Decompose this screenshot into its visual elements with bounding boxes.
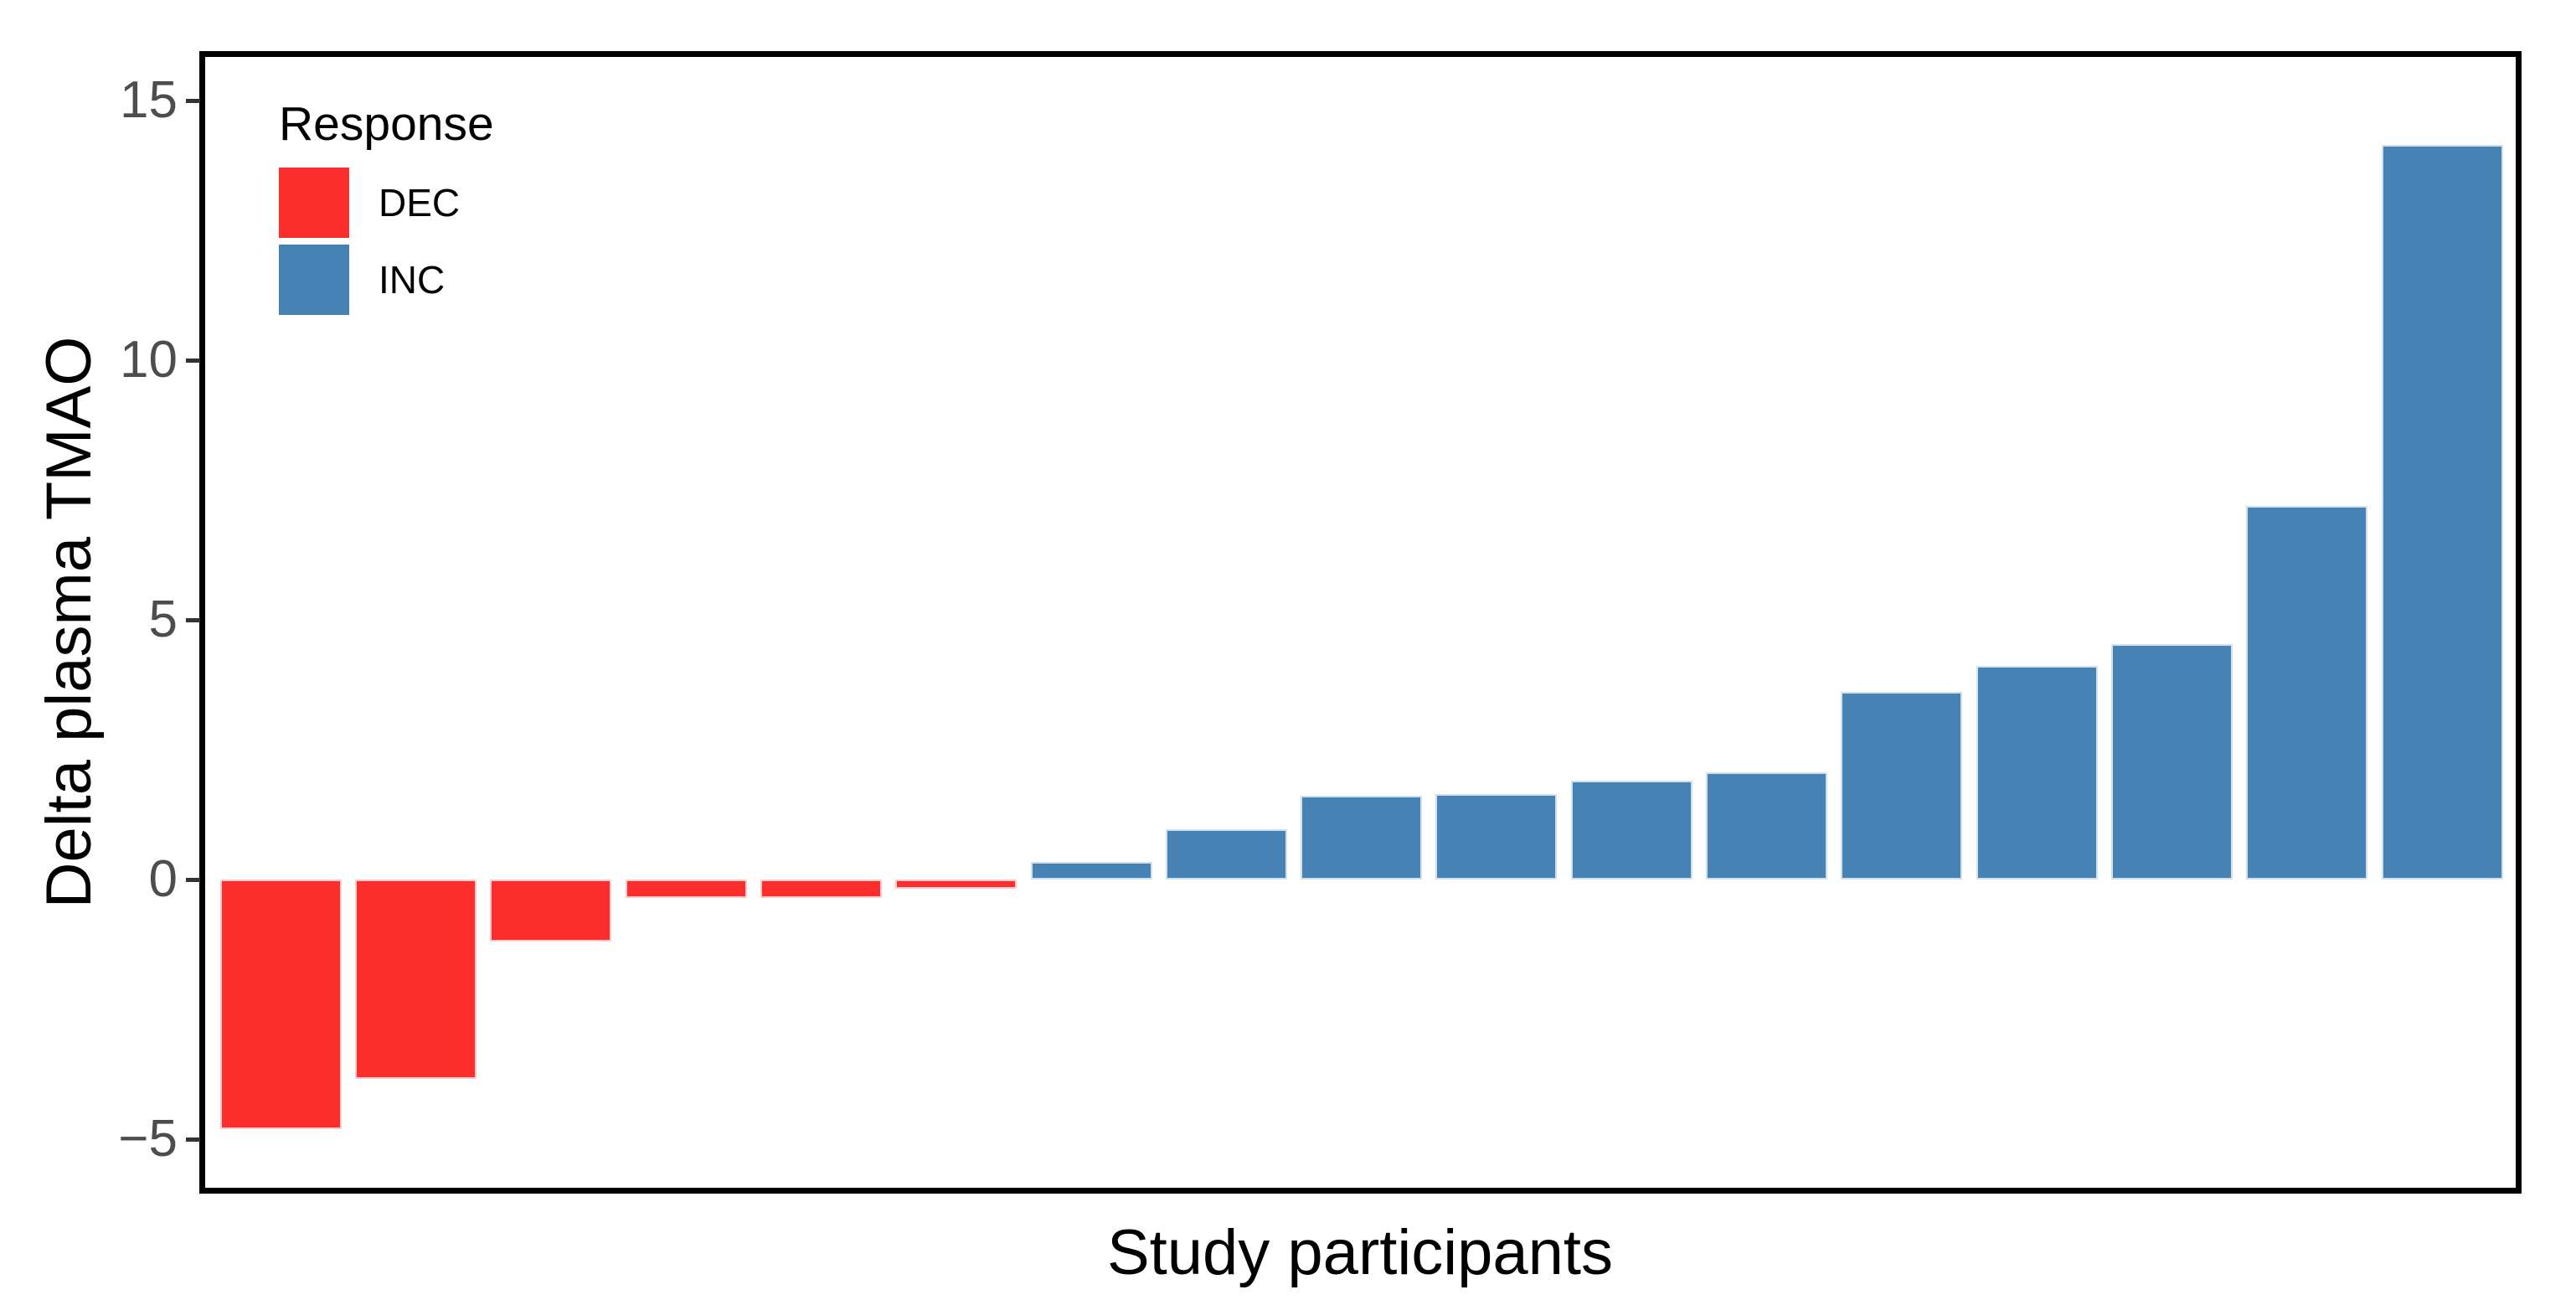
x-axis-title: Study participants [1106, 1217, 1614, 1288]
plot-panel [199, 51, 2522, 1194]
bar-participant-15-inc [2110, 643, 2233, 880]
y-tick-label-15: 15 [120, 71, 178, 129]
y-tick-label-0: 0 [148, 850, 178, 908]
bar-participant-12-inc [1706, 771, 1827, 880]
bar-participant-3-dec [490, 880, 612, 942]
y-tick-mark-10 [186, 358, 200, 363]
legend-item-dec: DEC [279, 168, 494, 238]
bar-participant-4-dec [625, 880, 747, 899]
bar-participant-10-inc [1435, 793, 1558, 880]
y-tick-label--5: −5 [118, 1110, 178, 1168]
y-axis-title: Delta plasma TMAO [33, 336, 105, 909]
legend: Response DEC INC [279, 99, 494, 322]
y-tick-mark-15 [186, 98, 200, 103]
bar-participant-13-inc [1841, 692, 1963, 880]
legend-label-inc: INC [379, 258, 446, 302]
bar-participant-6-dec [895, 880, 1018, 890]
legend-swatch-inc [279, 245, 349, 315]
y-tick-mark-0 [186, 877, 200, 882]
y-tick-label-5: 5 [148, 591, 178, 648]
bar-participant-11-inc [1570, 781, 1692, 880]
legend-title: Response [279, 97, 494, 151]
y-tick-mark--5 [186, 1137, 200, 1142]
bar-participant-1-dec [219, 880, 342, 1130]
bar-participant-8-inc [1165, 829, 1287, 880]
legend-swatch-dec [279, 168, 349, 238]
legend-label-dec: DEC [379, 181, 461, 224]
bar-participant-14-inc [1976, 666, 2098, 880]
y-tick-mark-5 [186, 617, 200, 622]
y-tick-label-10: 10 [120, 331, 178, 389]
bar-participant-5-dec [760, 880, 882, 898]
bar-participant-7-inc [1030, 861, 1152, 880]
bar-participant-2-dec [355, 880, 477, 1080]
bar-participant-9-inc [1301, 795, 1423, 880]
legend-item-inc: INC [279, 245, 494, 315]
bar-participant-17-inc [2381, 145, 2503, 880]
bar-participant-16-inc [2246, 505, 2368, 880]
